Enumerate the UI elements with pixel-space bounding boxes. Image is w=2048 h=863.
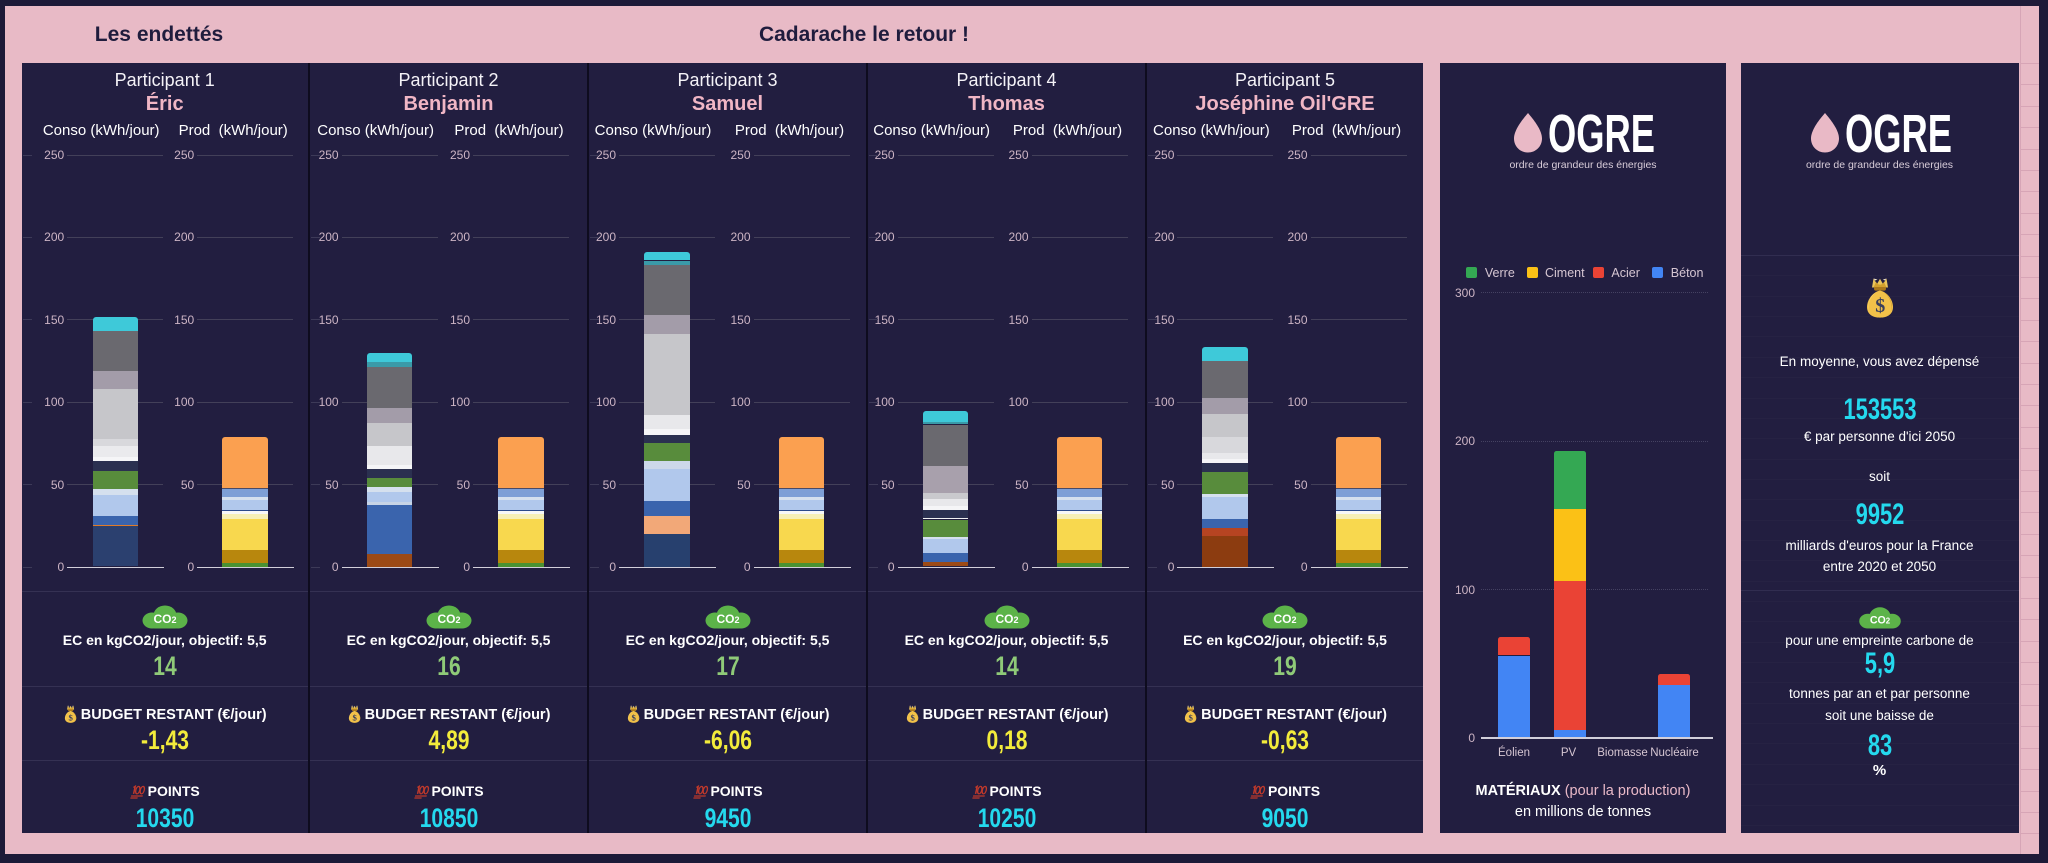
svg-text:$: $ [910, 712, 915, 722]
svg-text:CO2: CO2 [1869, 614, 1890, 626]
svg-text:OGRE: OGRE [1845, 111, 1952, 153]
svg-text:CO2: CO2 [153, 612, 176, 626]
svg-text:CO2: CO2 [1273, 612, 1296, 626]
svg-text:$: $ [631, 712, 636, 722]
svg-text:$: $ [1188, 712, 1193, 722]
svg-text:$: $ [352, 712, 357, 722]
svg-text:$: $ [1875, 295, 1885, 317]
svg-text:$: $ [68, 712, 73, 722]
svg-text:CO2: CO2 [716, 612, 739, 626]
svg-text:CO2: CO2 [437, 612, 460, 626]
svg-text:OGRE: OGRE [1548, 111, 1655, 153]
svg-text:CO2: CO2 [995, 612, 1018, 626]
